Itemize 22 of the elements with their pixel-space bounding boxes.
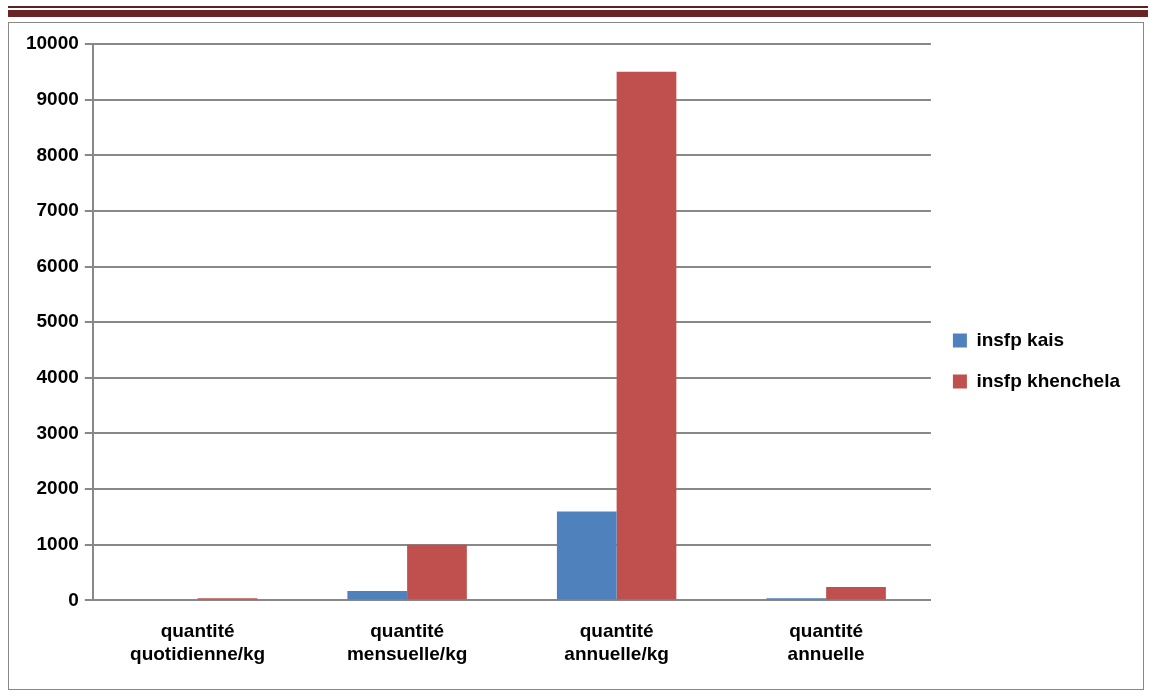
bar	[616, 71, 677, 600]
bar	[407, 544, 467, 600]
y-tick-label: 5000	[36, 310, 79, 332]
y-tick-label: 0	[68, 588, 79, 610]
bar	[347, 590, 408, 600]
y-tick-label: 8000	[36, 143, 79, 165]
y-tick-label: 10000	[25, 32, 79, 54]
y-tick-label: 2000	[36, 477, 79, 499]
legend-label: insfp khenchela	[976, 369, 1121, 391]
x-tick-label: quantité annuelle/kg	[564, 620, 669, 664]
x-tick-label: quantité annuelle	[787, 620, 865, 664]
y-tick-label: 7000	[36, 199, 79, 221]
y-tick-label: 4000	[36, 366, 79, 388]
y-tick-label: 9000	[36, 87, 79, 109]
y-tick-label: 6000	[36, 254, 79, 276]
x-tick-label: quantité mensuelle/kg	[346, 620, 468, 664]
y-tick-label: 3000	[36, 421, 79, 443]
legend-label: insfp kais	[976, 328, 1065, 350]
x-tick-label: quantité quotidienne/kg	[130, 620, 266, 664]
y-tick-label: 1000	[36, 532, 79, 554]
bar	[556, 511, 617, 600]
bar	[826, 587, 886, 600]
